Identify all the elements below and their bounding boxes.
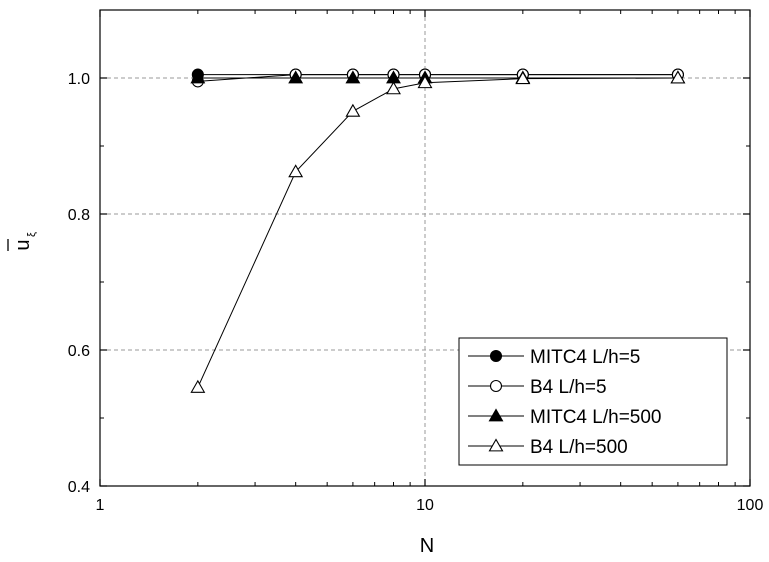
series-layer (190, 68, 686, 393)
data-point (288, 70, 304, 84)
data-point (417, 75, 433, 89)
data-point (345, 70, 361, 84)
legend: MITC4 L/h=5 B4 L/h=5 MITC4 L/h=500 B4 L/h=5… (458, 337, 728, 466)
legend-label: B4 L/h=500 (530, 437, 628, 458)
legend-entry: MITC4 L/h=5 (468, 347, 640, 368)
data-point (190, 70, 206, 84)
y-tick-label: 0.8 (68, 207, 90, 224)
data-point (670, 70, 686, 84)
legend-entry: B4 L/h=5 (468, 377, 607, 398)
series-4 (190, 70, 686, 393)
legend-marker (489, 379, 503, 393)
legend-entry: B4 L/h=500 (468, 437, 628, 458)
data-point (345, 103, 361, 117)
x-tick-label: 10 (416, 497, 434, 514)
legend-label: MITC4 L/h=500 (530, 407, 662, 428)
legend-marker (488, 438, 504, 452)
x-tick-label: 100 (737, 497, 764, 514)
legend-label: B4 L/h=5 (530, 377, 607, 398)
data-point (386, 81, 401, 95)
data-point (190, 379, 206, 393)
x-tick-label: 1 (96, 497, 105, 514)
y-axis-title-text: u (12, 239, 34, 250)
data-point (288, 164, 304, 178)
legend-marker (489, 349, 503, 363)
y-tick-label: 0.6 (68, 343, 90, 360)
x-axis-title: N (420, 535, 434, 557)
y-axis-title: u ξ (7, 232, 38, 251)
y-tick-label: 1.0 (68, 71, 90, 88)
legend-box (458, 337, 728, 466)
legend-label: MITC4 L/h=5 (530, 347, 640, 368)
axes: 0.4 0.6 0.8 1.0 1 10 100 (68, 9, 764, 514)
legend-marker (488, 408, 504, 422)
y-axis-title-subscript: ξ (26, 232, 38, 237)
y-tick-label: 0.4 (68, 479, 90, 496)
data-point (515, 71, 531, 85)
legend-entry: MITC4 L/h=500 (468, 407, 662, 428)
